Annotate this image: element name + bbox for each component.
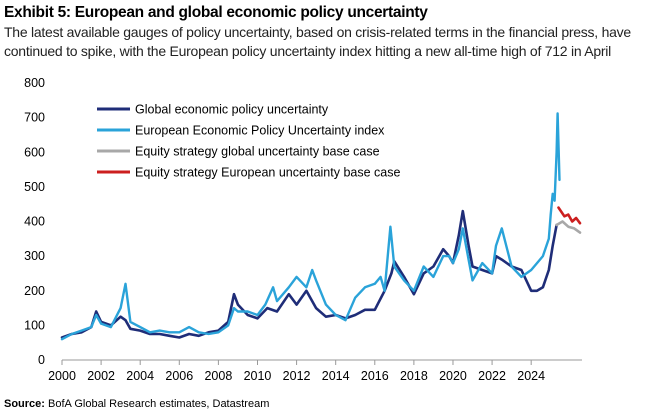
- x-tick-label: 2020: [439, 369, 467, 383]
- x-tick-label: 2006: [165, 369, 193, 383]
- y-tick-label: 600: [24, 145, 45, 159]
- x-tick-label: 2022: [478, 369, 506, 383]
- x-tick-label: 2016: [361, 369, 389, 383]
- x-tick-label: 2000: [48, 369, 76, 383]
- legend-label: European Economic Policy Uncertainty ind…: [135, 124, 385, 138]
- legend-label: Global economic policy uncertainty: [135, 103, 329, 117]
- x-tick-label: 2024: [517, 369, 545, 383]
- y-tick-label: 700: [24, 111, 45, 125]
- x-tick-label: 2004: [126, 369, 154, 383]
- legend-label: Equity strategy European uncertainty bas…: [135, 166, 400, 180]
- x-tick-label: 2010: [244, 369, 272, 383]
- x-tick-label: 2012: [283, 369, 311, 383]
- y-tick-label: 500: [24, 180, 45, 194]
- x-tick-label: 2018: [400, 369, 428, 383]
- y-tick-label: 400: [24, 215, 45, 229]
- source-label: Source:: [4, 398, 45, 410]
- source-text: BofA Global Research estimates, Datastre…: [48, 398, 270, 410]
- x-axis: 2000 2002 2004 2006 2008 2010 2012 2014 2016 2018…: [48, 359, 582, 383]
- legend: Global economic policy uncertainty Europe…: [97, 103, 400, 180]
- legend-label: Equity strategy global uncertainty base …: [135, 145, 380, 159]
- y-tick-label: 300: [24, 249, 45, 263]
- chart-header: Exhibit 5: European and global economic …: [4, 3, 658, 61]
- y-tick-label: 800: [24, 76, 45, 90]
- y-tick-label: 200: [24, 284, 45, 298]
- x-tick-label: 2008: [204, 369, 232, 383]
- x-tick-label: 2002: [87, 369, 115, 383]
- chart-title: Exhibit 5: European and global economic …: [4, 4, 428, 21]
- y-axis: 0 100 200 300 400 500 600 700 800: [24, 76, 45, 367]
- series-line-3: [555, 220, 582, 234]
- series-line-2: [60, 112, 561, 341]
- series-line-4: [557, 206, 582, 225]
- source-note: Source: BofA Global Research estimates, …: [4, 398, 269, 410]
- x-tick-label: 2014: [322, 369, 350, 383]
- series-line-1: [60, 209, 558, 339]
- y-tick-label: 100: [24, 318, 45, 332]
- chart-subtitle: The latest available gauges of policy un…: [4, 24, 631, 59]
- y-tick-label: 0: [38, 353, 45, 367]
- series-layer: [60, 112, 582, 341]
